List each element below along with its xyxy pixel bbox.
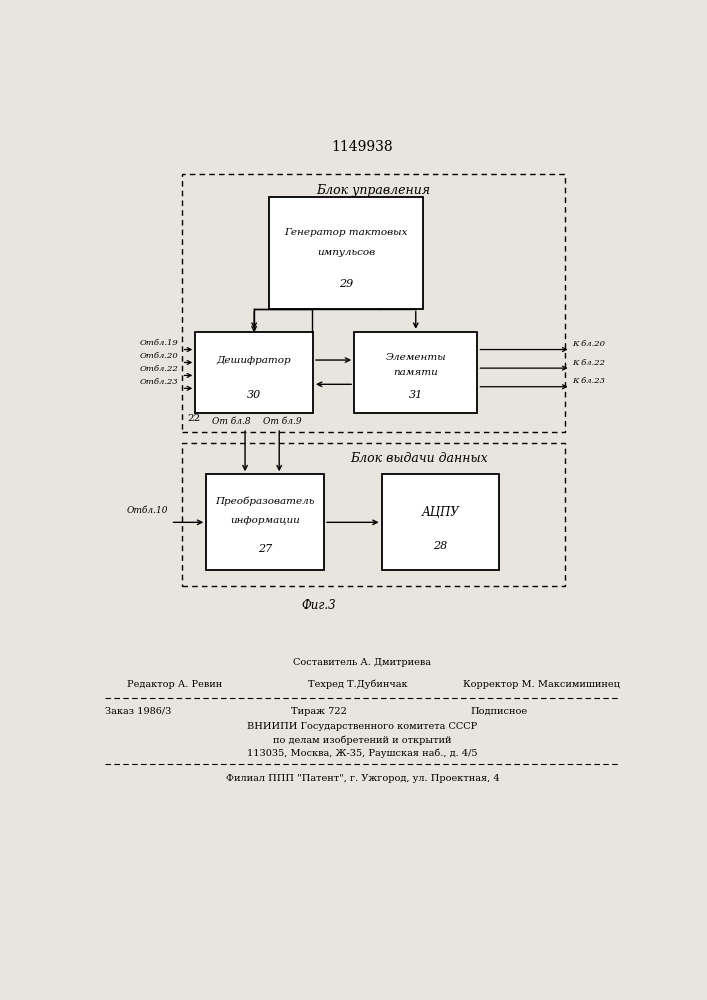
Text: Преобразователь: Преобразователь xyxy=(216,496,315,506)
Text: От бл.9: От бл.9 xyxy=(262,417,301,426)
Bar xyxy=(269,197,423,309)
Bar xyxy=(354,332,477,413)
Bar xyxy=(206,474,324,570)
Text: АЦПУ: АЦПУ xyxy=(421,506,460,519)
Text: Тираж 722: Тираж 722 xyxy=(291,707,346,716)
Text: Отбл.10: Отбл.10 xyxy=(127,506,168,515)
Text: Корректор М. Максимишинец: Корректор М. Максимишинец xyxy=(463,680,620,689)
Text: К бл.23: К бл.23 xyxy=(572,377,604,385)
Text: Фиг.3: Фиг.3 xyxy=(301,599,336,612)
Text: по делам изобретений и открытий: по делам изобретений и открытий xyxy=(273,735,452,745)
Text: 22: 22 xyxy=(187,414,200,423)
Text: К бл.20: К бл.20 xyxy=(572,340,604,348)
Text: Генератор тактовых: Генератор тактовых xyxy=(284,228,408,237)
Text: Отбл.23: Отбл.23 xyxy=(140,378,179,386)
Bar xyxy=(182,174,565,432)
Text: 113035, Москва, Ж-35, Раушская наб., д. 4/5: 113035, Москва, Ж-35, Раушская наб., д. … xyxy=(247,748,478,758)
Text: ВНИИПИ Государственного комитета СССР: ВНИИПИ Государственного комитета СССР xyxy=(247,722,477,731)
Text: 30: 30 xyxy=(247,390,262,400)
Bar xyxy=(182,443,565,586)
Text: Отбл.22: Отбл.22 xyxy=(140,365,179,373)
Text: Редактор А. Ревин: Редактор А. Ревин xyxy=(127,680,222,689)
Text: Филиал ППП "Патент", г. Ужгород, ул. Проектная, 4: Филиал ППП "Патент", г. Ужгород, ул. Про… xyxy=(226,774,499,783)
Text: информации: информации xyxy=(230,516,300,525)
Text: Отбл.20: Отбл.20 xyxy=(140,352,179,360)
Text: К бл.22: К бл.22 xyxy=(572,359,604,367)
Text: Отбл.19: Отбл.19 xyxy=(140,339,179,347)
Text: Заказ 1986/3: Заказ 1986/3 xyxy=(105,707,171,716)
Text: Подписное: Подписное xyxy=(471,707,528,716)
Text: Составитель А. Дмитриева: Составитель А. Дмитриева xyxy=(293,658,431,667)
Text: памяти: памяти xyxy=(393,368,438,377)
Bar xyxy=(382,474,499,570)
Text: От бл.8: От бл.8 xyxy=(212,417,251,426)
Text: 1149938: 1149938 xyxy=(332,140,393,154)
Text: 28: 28 xyxy=(433,541,448,551)
Bar xyxy=(195,332,313,413)
Text: Блок управления: Блок управления xyxy=(316,184,431,197)
Text: Блок выдачи данных: Блок выдачи данных xyxy=(351,452,488,465)
Text: 29: 29 xyxy=(339,279,353,289)
Text: Элементы: Элементы xyxy=(385,353,446,362)
Text: 27: 27 xyxy=(258,544,272,554)
Text: импульсов: импульсов xyxy=(317,248,375,257)
Text: 31: 31 xyxy=(409,390,423,400)
Text: Дешифратор: Дешифратор xyxy=(217,356,291,365)
Text: Техред Т.Дубинчак: Техред Т.Дубинчак xyxy=(308,680,407,689)
